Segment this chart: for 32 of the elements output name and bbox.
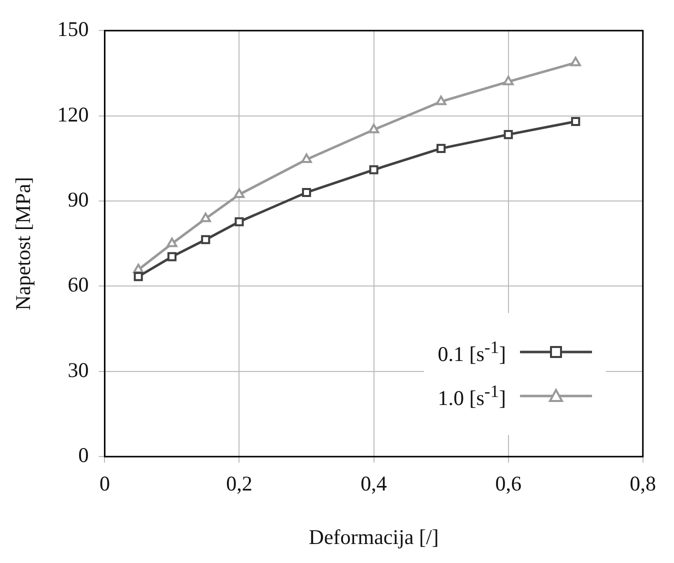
point	[570, 56, 581, 66]
point	[166, 238, 178, 248]
point	[234, 188, 245, 198]
point	[504, 130, 513, 140]
y-tick-label: 120	[57, 102, 89, 126]
point	[571, 116, 580, 126]
point	[302, 188, 312, 198]
point	[200, 212, 211, 222]
point	[436, 96, 446, 106]
point	[234, 217, 244, 226]
legend-label: 1.0 [s$^{-1}$]	[438, 381, 506, 411]
point	[503, 76, 514, 86]
point	[167, 252, 177, 262]
point	[134, 272, 143, 282]
x-tick-label: 0	[99, 472, 110, 496]
y-tick-label: 0	[78, 443, 89, 468]
point	[368, 124, 380, 134]
point	[301, 154, 312, 164]
x-tick-label: 0,4	[360, 472, 388, 496]
point	[436, 144, 446, 153]
y-tick-label: 30	[68, 358, 89, 382]
point	[369, 165, 378, 174]
x-tick-label: 0,6	[495, 472, 522, 496]
y-tick-label: 60	[68, 272, 89, 297]
x-tick-label: 0,2	[226, 472, 252, 496]
point	[201, 235, 210, 244]
y-axis-title: Napetost [MPa]	[11, 176, 36, 310]
x-axis-title: Deformacija [/]	[308, 524, 439, 549]
legend-label: 0.1 [s$^{-1}$]	[438, 337, 506, 367]
x-tick-label: 0,8	[630, 472, 656, 496]
y-tick-label: 150	[57, 17, 89, 42]
y-tick-label: 90	[68, 188, 89, 212]
